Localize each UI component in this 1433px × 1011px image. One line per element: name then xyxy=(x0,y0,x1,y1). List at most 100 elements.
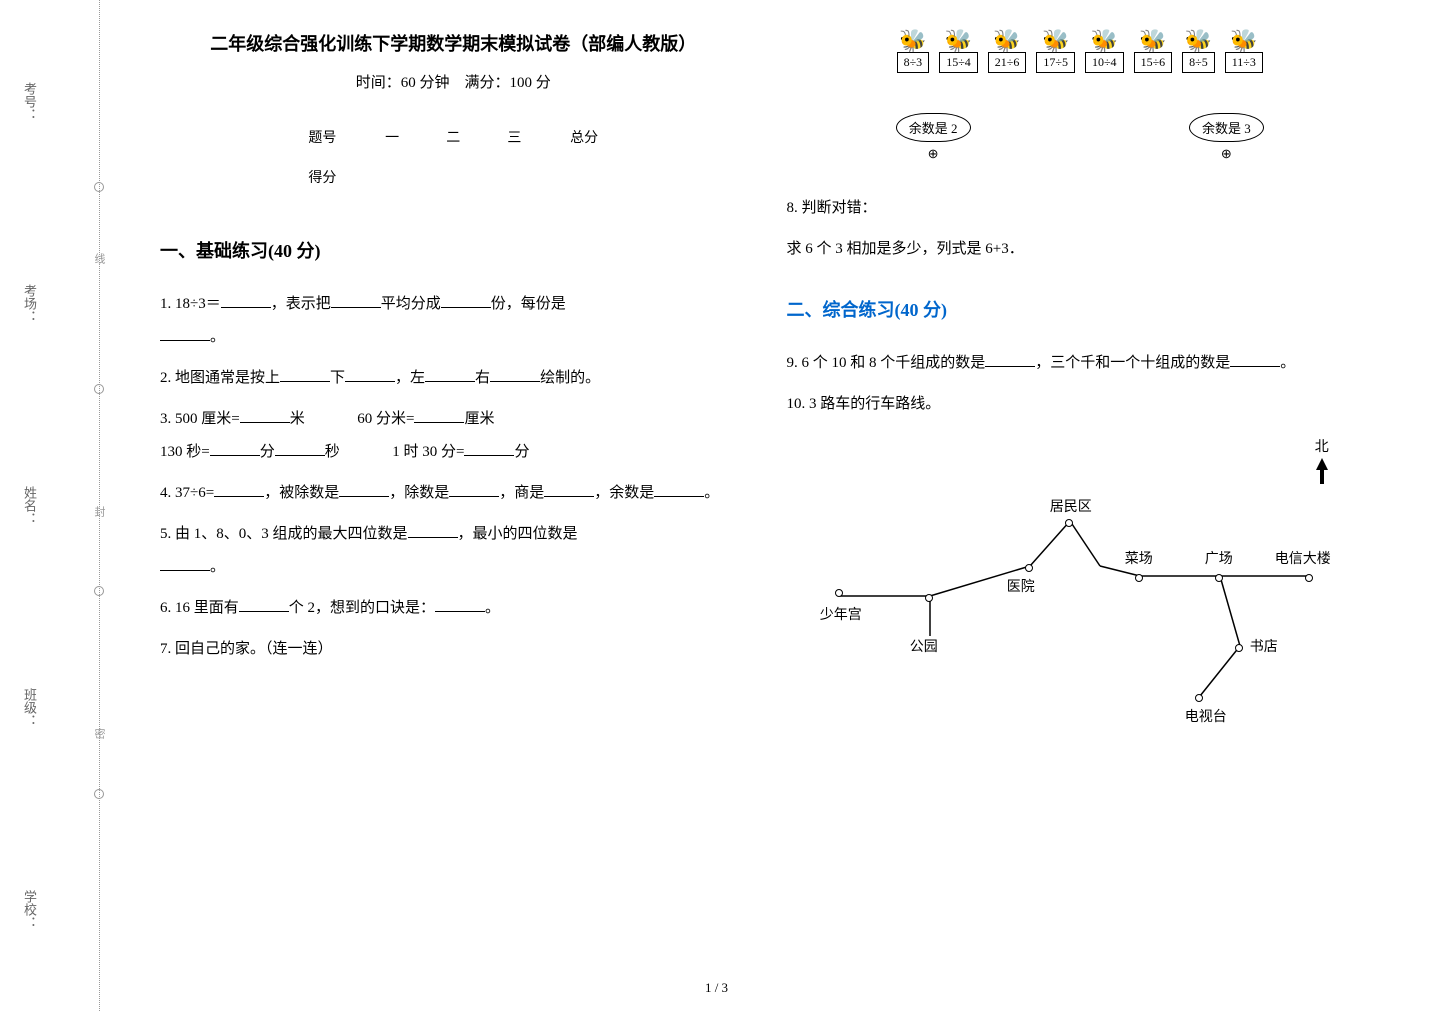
q5-text: ，最小的四位数是 xyxy=(458,526,578,542)
bee-icon: 🐝 xyxy=(1134,30,1173,52)
binding-label-name: 姓名： xyxy=(20,486,39,525)
route-map: 北 少年宫 公园 医院 居民区 xyxy=(820,436,1340,716)
blank xyxy=(331,290,381,308)
q6-text: 6. 16 里面有 xyxy=(160,600,239,616)
bee-icon: 🐝 xyxy=(1182,30,1215,52)
score-cell xyxy=(484,157,545,197)
q1-text: 平均分成 xyxy=(381,296,441,312)
map-dot-icon xyxy=(1135,574,1143,582)
node-square xyxy=(1215,571,1223,587)
question-10: 10. 3 路车的行车路线。 xyxy=(787,388,1374,421)
left-column: 二年级综合强化训练下学期数学期末模拟试卷（部编人教版） 时间：60 分钟 满分：… xyxy=(140,30,767,991)
table-row: 题号 一 二 三 总分 xyxy=(283,117,623,157)
question-8-text: 求 6 个 3 相加是多少，列式是 6+3． xyxy=(787,233,1374,266)
blank xyxy=(435,594,485,612)
bee-item: 🐝21÷6 xyxy=(988,30,1027,73)
car-icon: ⊕ xyxy=(1189,146,1264,162)
label-market: 菜场 xyxy=(1125,548,1153,568)
blank xyxy=(425,364,475,382)
q4-text: 4. 37÷6= xyxy=(160,485,214,501)
exam-title: 二年级综合强化训练下学期数学期末模拟试卷（部编人教版） xyxy=(160,30,747,56)
q1-text: ，表示把 xyxy=(271,296,331,312)
q9-text: 。 xyxy=(1280,355,1295,371)
bee-icon: 🐝 xyxy=(1085,30,1124,52)
q4-text: ，余数是 xyxy=(594,485,654,501)
content-area: 二年级综合强化训练下学期数学期末模拟试卷（部编人教版） 时间：60 分钟 满分：… xyxy=(100,0,1433,1011)
label-residential: 居民区 xyxy=(1050,496,1092,516)
bee-expression: 21÷6 xyxy=(988,52,1027,73)
node-youth xyxy=(835,586,843,602)
label-tv: 电视台 xyxy=(1185,706,1227,726)
blank xyxy=(414,405,464,423)
map-dot-icon xyxy=(1305,574,1313,582)
blank xyxy=(160,553,210,571)
q2-text: 绘制的。 xyxy=(540,370,600,386)
section-1-heading: 一、基础练习(40 分) xyxy=(160,237,747,263)
q1-text: 。 xyxy=(210,329,225,345)
blank xyxy=(160,323,210,341)
bee-row: 🐝8÷3 🐝15÷4 🐝21÷6 🐝17÷5 🐝10÷4 🐝15÷6 🐝8÷5 … xyxy=(787,30,1374,73)
blank xyxy=(1230,349,1280,367)
hive-row: 余数是 2 ⊕ 余数是 3 ⊕ xyxy=(787,113,1374,162)
q9-text: 9. 6 个 10 和 8 个千组成的数是 xyxy=(787,355,986,371)
blank xyxy=(221,290,271,308)
binding-circle xyxy=(94,789,104,799)
question-8-title: 8. 判断对错： xyxy=(787,192,1374,225)
q4-text: ，除数是 xyxy=(389,485,449,501)
score-row-label: 题号 xyxy=(283,117,361,157)
q4-text: 。 xyxy=(704,485,719,501)
bee-item: 🐝8÷5 xyxy=(1182,30,1215,73)
label-youth: 少年宫 xyxy=(820,604,862,624)
blank xyxy=(339,479,389,497)
page-number: 1 / 3 xyxy=(705,980,728,996)
binding-label-room: 考场： xyxy=(20,284,39,323)
bee-icon: 🐝 xyxy=(939,30,978,52)
bee-item: 🐝15÷4 xyxy=(939,30,978,73)
bee-icon: 🐝 xyxy=(897,30,930,52)
question-6: 6. 16 里面有个 2，想到的口诀是：。 xyxy=(160,592,747,625)
label-bookstore: 书店 xyxy=(1250,636,1278,656)
node-tv xyxy=(1195,691,1203,707)
blank xyxy=(654,479,704,497)
blank xyxy=(345,364,395,382)
map-dot-icon xyxy=(1065,519,1073,527)
q3c-text: 130 秒= xyxy=(160,444,210,460)
binding-label-examno: 考号： xyxy=(20,82,39,121)
map-dot-icon xyxy=(1235,644,1243,652)
q3d-unit: 分 xyxy=(514,444,529,460)
bee-item: 🐝17÷5 xyxy=(1036,30,1075,73)
q3b-text: 60 分米= xyxy=(357,411,414,427)
score-row-label: 得分 xyxy=(283,157,361,197)
bee-item: 🐝15÷6 xyxy=(1134,30,1173,73)
car-icon: ⊕ xyxy=(896,146,971,162)
bee-icon: 🐝 xyxy=(1225,30,1263,52)
node-bookstore xyxy=(1235,641,1243,657)
q2-text: 下 xyxy=(330,370,345,386)
map-dot-icon xyxy=(925,594,933,602)
q6-text: 个 2，想到的口诀是： xyxy=(289,600,435,616)
question-7: 7. 回自己的家。（连一连） xyxy=(160,633,747,666)
bee-expression: 8÷5 xyxy=(1182,52,1215,73)
q2-text: 2. 地图通常是按上 xyxy=(160,370,280,386)
binding-label-school: 学校： xyxy=(20,890,39,929)
label-telecom: 电信大楼 xyxy=(1275,548,1331,568)
question-2: 2. 地图通常是按上 下 ，左 右 绘制的。 xyxy=(160,362,747,395)
q5-text: 5. 由 1、8、0、3 组成的最大四位数是 xyxy=(160,526,408,542)
bee-item: 🐝10÷4 xyxy=(1085,30,1124,73)
question-4: 4. 37÷6=，被除数是，除数是，商是，余数是。 xyxy=(160,477,747,510)
q2-text: 右 xyxy=(475,370,490,386)
question-5: 5. 由 1、8、0、3 组成的最大四位数是，最小的四位数是。 xyxy=(160,518,747,584)
seal-text-1: 线 xyxy=(91,253,107,264)
bee-item: 🐝8÷3 xyxy=(897,30,930,73)
hive-label: 余数是 3 xyxy=(1189,113,1264,142)
exam-subtitle: 时间：60 分钟 满分：100 分 xyxy=(160,71,747,92)
blank xyxy=(449,479,499,497)
blank xyxy=(210,438,260,456)
question-9: 9. 6 个 10 和 8 个千组成的数是 ，三个千和一个十组成的数是 。 xyxy=(787,347,1374,380)
q9-text: ，三个千和一个十组成的数是 xyxy=(1035,355,1230,371)
q2-text: ，左 xyxy=(395,370,425,386)
q3a-text: 3. 500 厘米= xyxy=(160,411,240,427)
blank xyxy=(240,405,290,423)
blank xyxy=(985,349,1035,367)
binding-label-class: 班级： xyxy=(20,688,39,727)
